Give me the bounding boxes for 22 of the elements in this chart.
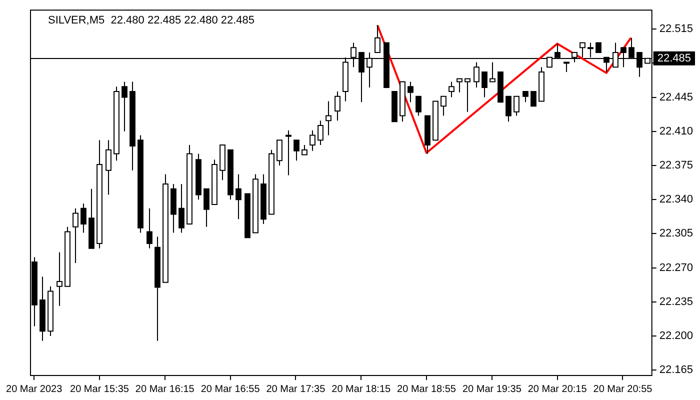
y-tick-label: 22.270 (659, 262, 694, 274)
y-tick-label: 22.375 (659, 160, 694, 172)
ref-line-label: 22.485 (657, 52, 692, 64)
x-tick-label: 20 Mar 2023 (6, 384, 63, 395)
x-tick-label: 20 Mar 18:55 (397, 384, 456, 395)
y-tick-label: 22.305 (659, 228, 694, 240)
x-tick-label: 20 Mar 20:15 (528, 384, 588, 395)
x-tick-label: 20 Mar 17:35 (266, 384, 326, 395)
x-tick-label: 20 Mar 16:55 (200, 384, 260, 395)
y-tick-label: 22.515 (659, 23, 694, 36)
y-tick-label: 22.410 (659, 125, 694, 138)
x-tick-label: 20 Mar 15:35 (70, 384, 130, 395)
x-tick-label: 20 Mar 18:15 (332, 384, 392, 395)
y-tick-label: 22.340 (659, 194, 694, 206)
x-tick-label: 20 Mar 19:35 (462, 384, 522, 395)
y-tick-label: 22.445 (659, 91, 694, 104)
chart-title: SILVER,M5 22.480 22.485 22.480 22.485 (48, 14, 255, 27)
x-tick-label: 20 Mar 20:55 (593, 384, 653, 395)
y-tick-label: 22.200 (659, 330, 694, 342)
x-tick-label: 20 Mar 16:15 (135, 384, 195, 395)
y-tick-label: 22.165 (659, 364, 694, 376)
y-tick-label: 22.235 (659, 296, 694, 308)
